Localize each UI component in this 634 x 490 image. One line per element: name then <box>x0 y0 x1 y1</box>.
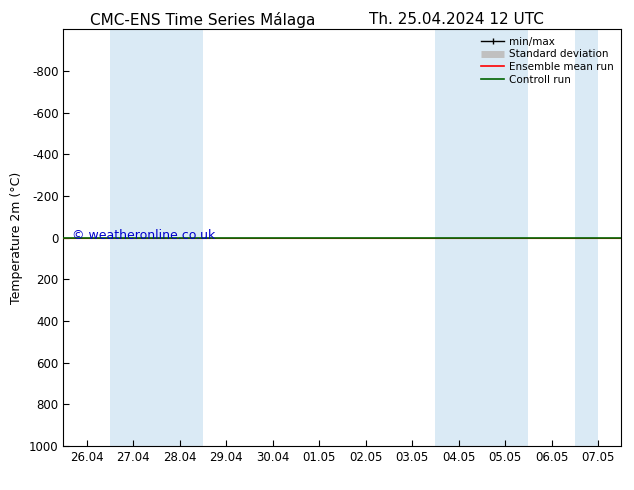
Bar <box>110 29 203 446</box>
Bar <box>575 29 598 446</box>
Text: © weatheronline.co.uk: © weatheronline.co.uk <box>72 229 215 242</box>
Text: Th. 25.04.2024 12 UTC: Th. 25.04.2024 12 UTC <box>369 12 544 27</box>
Text: CMC-ENS Time Series Málaga: CMC-ENS Time Series Málaga <box>90 12 316 28</box>
Y-axis label: Temperature 2m (°C): Temperature 2m (°C) <box>10 172 23 304</box>
Legend: min/max, Standard deviation, Ensemble mean run, Controll run: min/max, Standard deviation, Ensemble me… <box>479 35 616 87</box>
Bar <box>436 29 528 446</box>
